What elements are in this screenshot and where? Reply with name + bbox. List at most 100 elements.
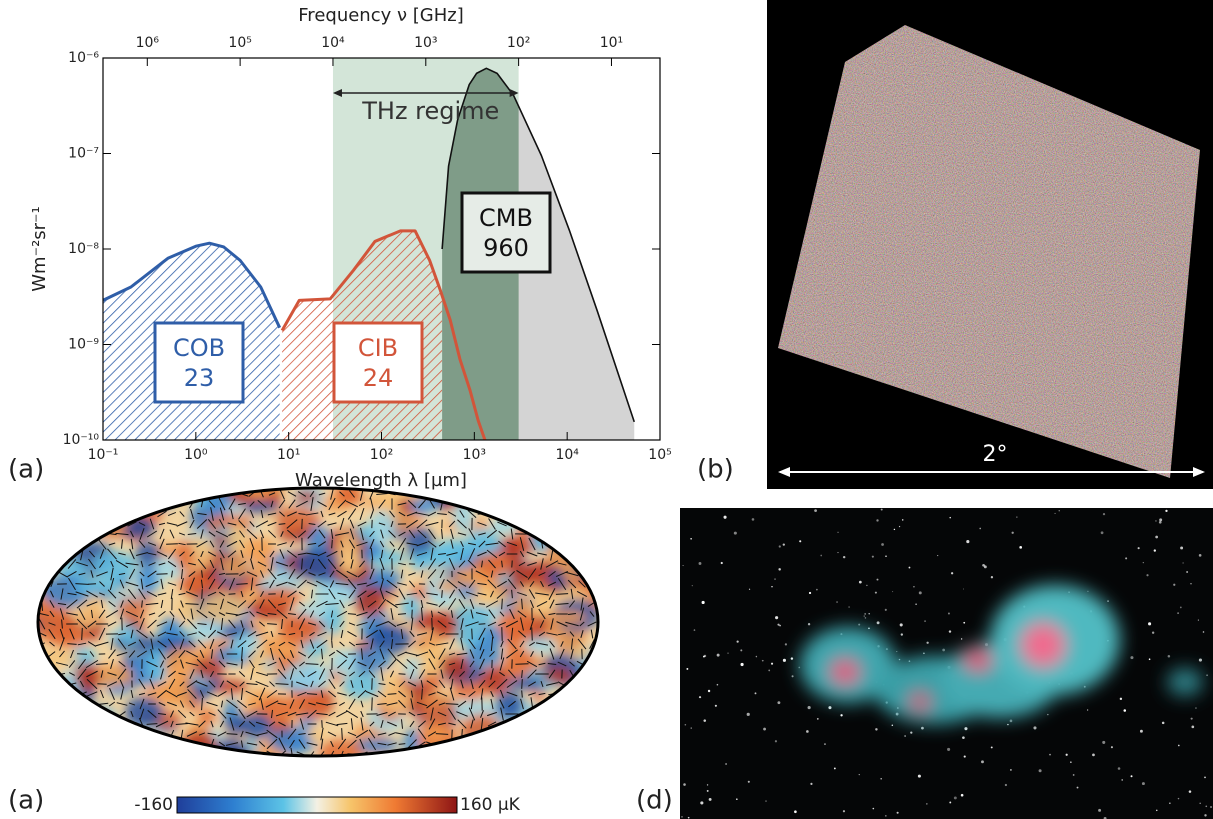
star (703, 656, 705, 658)
colorbar (177, 797, 457, 813)
star (864, 615, 865, 616)
star (1087, 591, 1088, 592)
star (691, 727, 692, 728)
star (771, 586, 772, 587)
polarization-dash (267, 624, 277, 625)
star (872, 808, 874, 810)
star (918, 775, 921, 778)
star (681, 816, 682, 817)
star (1019, 546, 1022, 549)
temperature-blob (529, 713, 575, 734)
star (1168, 655, 1171, 658)
star (1199, 658, 1202, 661)
star (859, 581, 862, 584)
temperature-blob (55, 513, 97, 543)
star (762, 660, 764, 662)
temperature-blob (41, 481, 73, 499)
temperature-blob (539, 708, 583, 729)
star (913, 586, 914, 587)
star (1010, 720, 1013, 723)
star (1155, 536, 1158, 539)
polarization-dash (279, 524, 286, 525)
polarization-map (17, 474, 618, 772)
polarization-dash (502, 599, 503, 610)
star (799, 540, 801, 542)
star (727, 653, 728, 654)
star (749, 589, 750, 590)
star (777, 701, 780, 704)
star (708, 690, 710, 692)
temperature-blob (202, 593, 246, 624)
panel-label: (a) (8, 786, 44, 816)
temperature-blob (576, 718, 594, 736)
star (937, 555, 938, 556)
star (792, 675, 794, 677)
star (1183, 562, 1184, 563)
star (1190, 583, 1191, 584)
star (982, 564, 985, 567)
star (692, 585, 693, 586)
temperature-blob (379, 684, 412, 713)
star (702, 601, 705, 604)
star (900, 623, 903, 626)
temperature-blob (142, 488, 182, 500)
x2-tick-label: 10² (507, 35, 530, 51)
star (858, 624, 860, 626)
x2-tick-label: 10⁶ (136, 35, 160, 51)
temperature-blob (564, 538, 602, 559)
star (875, 728, 877, 730)
star (881, 543, 884, 546)
star (1162, 722, 1165, 725)
polarization-dash (522, 679, 523, 689)
star (1033, 726, 1036, 729)
star (942, 649, 945, 652)
star (1077, 787, 1079, 789)
x-tick-label: 10² (370, 447, 393, 463)
temperature-blob (51, 524, 70, 554)
polarization-dash (342, 728, 343, 740)
star (709, 798, 712, 801)
star (964, 755, 966, 757)
star (771, 663, 773, 665)
star (949, 802, 951, 804)
star (828, 706, 831, 709)
body: {"chart_data": [ {"type": "line", "xscal… (0, 0, 1213, 819)
polarization-dash (147, 724, 158, 725)
star (837, 532, 838, 533)
temperature-blob (404, 728, 420, 759)
temperature-blob (131, 731, 159, 754)
band-label: THz regime (361, 97, 499, 125)
star (1143, 562, 1144, 563)
star (824, 743, 825, 744)
star (1122, 779, 1123, 780)
star (866, 585, 867, 586)
star (736, 798, 738, 800)
temperature-blob (572, 534, 592, 564)
star (896, 651, 897, 652)
temperature-blob (544, 501, 584, 522)
temperature-blob (525, 725, 569, 755)
star (1154, 549, 1156, 551)
temperature-blob (540, 486, 585, 516)
temperature-blob (567, 696, 597, 731)
y-tick-label: 10⁻⁷ (68, 146, 99, 162)
star (843, 810, 845, 812)
star (1195, 707, 1197, 709)
star (892, 591, 893, 592)
star (1203, 631, 1205, 633)
star (1073, 774, 1075, 776)
star (948, 613, 950, 615)
star (919, 591, 922, 594)
star (961, 794, 964, 797)
temperature-blob (31, 674, 58, 709)
star (1010, 769, 1012, 771)
polarization-dash (332, 628, 333, 640)
star (1156, 810, 1157, 811)
polarization-dash (166, 544, 178, 545)
temperature-blob (504, 619, 521, 653)
x2-axis-title: Frequency ν [GHz] (298, 5, 463, 26)
temperature-blob (547, 729, 588, 754)
star (1039, 769, 1042, 772)
star (820, 555, 822, 557)
temperature-blob (511, 596, 531, 612)
